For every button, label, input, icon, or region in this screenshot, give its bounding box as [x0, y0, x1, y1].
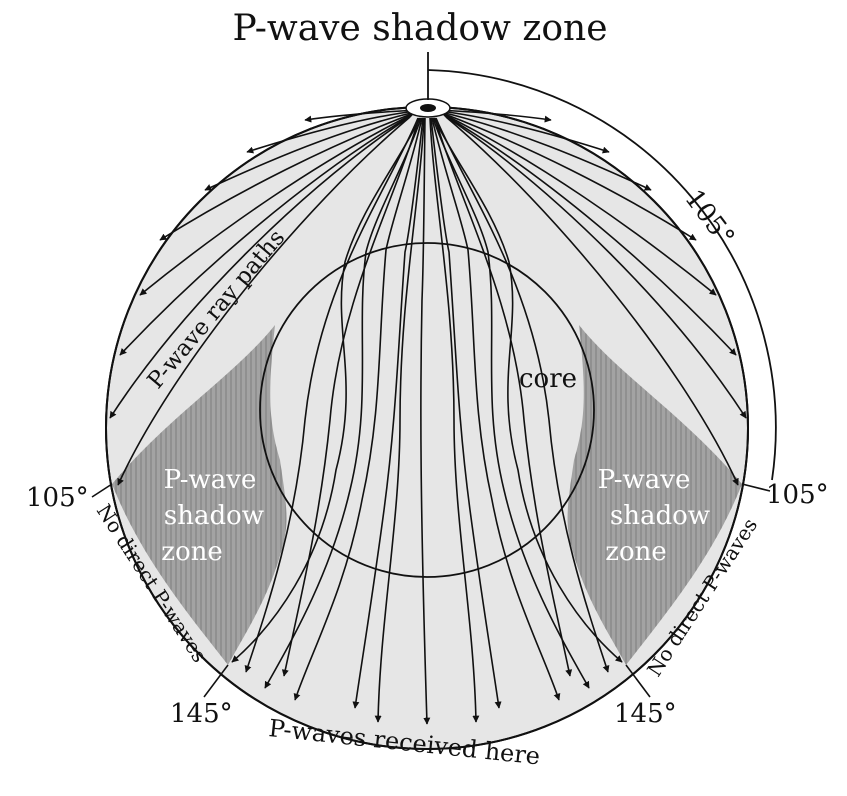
ray-path	[442, 113, 717, 296]
ray-path	[264, 117, 422, 689]
core-label: core	[519, 364, 577, 394]
shadow-left-line3: zone	[161, 537, 222, 567]
angle-105-right: 105°	[766, 480, 829, 510]
shadow-left-line2: shadow	[164, 501, 264, 531]
shadow-zone-left	[112, 325, 287, 665]
angle-145-right: 145°	[614, 699, 677, 729]
ray-path	[244, 117, 419, 673]
shadow-right-line1: P-wave	[598, 465, 691, 495]
ray-path	[429, 117, 480, 723]
ray-path	[109, 115, 412, 419]
shadow-left-line1: P-wave	[164, 465, 257, 495]
ray-path	[433, 117, 623, 663]
tick-105-left	[91, 483, 113, 498]
ray-path	[441, 112, 697, 241]
ray-path	[430, 117, 502, 709]
shadow-right-line2: shadow	[610, 501, 710, 531]
ray-path	[435, 117, 610, 673]
ray-path	[420, 117, 431, 725]
ray-path	[443, 114, 737, 356]
ray-path	[159, 112, 415, 241]
angle-arc-105	[427, 69, 777, 481]
ray-path	[352, 117, 424, 709]
ray-path	[374, 117, 425, 723]
ray-path	[431, 117, 561, 701]
tick-105-right	[741, 483, 771, 492]
shadow-zone-right	[567, 325, 742, 665]
tick-145-left	[203, 664, 229, 698]
ray-path	[281, 117, 420, 677]
ray-path	[444, 115, 747, 419]
ray-path	[204, 111, 416, 191]
core-circle	[259, 242, 595, 578]
ray-path	[119, 114, 413, 356]
ray-path	[246, 110, 417, 154]
ray-path	[434, 117, 573, 677]
ray-path	[439, 110, 610, 154]
ray-path	[293, 117, 423, 701]
angle-145-left: 145°	[170, 699, 233, 729]
ray-path	[231, 117, 421, 663]
title: P-wave shadow zone	[232, 8, 607, 49]
ray-path	[445, 116, 739, 486]
angle-105-left: 105°	[26, 483, 89, 513]
tick-145-right	[625, 664, 651, 698]
ray-path	[440, 111, 652, 191]
ray-path	[117, 116, 411, 486]
ray-path	[139, 113, 414, 296]
shadow-right-line3: zone	[605, 537, 666, 567]
ray-paths	[109, 109, 747, 725]
focus-inner-icon	[420, 104, 436, 112]
ray-path	[432, 117, 590, 689]
